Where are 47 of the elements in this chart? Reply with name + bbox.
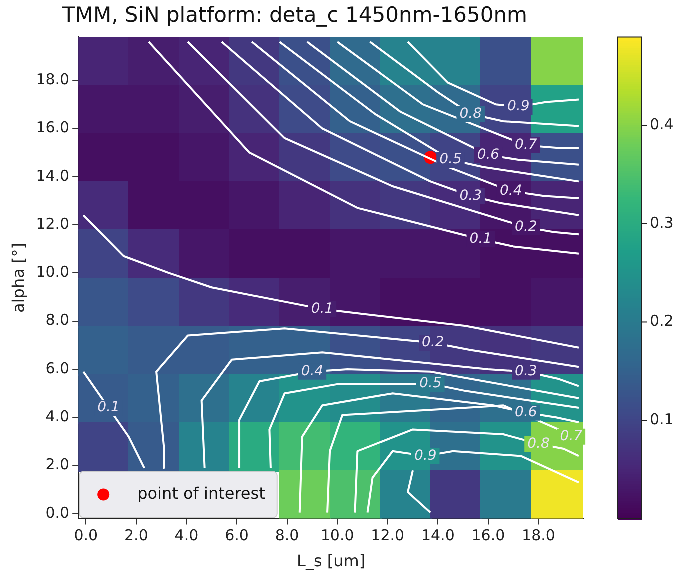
y-tick-label: 16.0 [36, 118, 70, 137]
annotation: 0.6 [515, 404, 538, 420]
annotation: 0.5 [440, 152, 462, 168]
annotation: 0.1 [98, 400, 120, 416]
x-tick-label: 18.0 [522, 526, 556, 545]
x-tick-label: 14.0 [421, 526, 455, 545]
color-bar-label: 0.1 [650, 410, 674, 428]
y-tick-label: 0.0 [46, 504, 70, 522]
y-tick-label: 10.0 [36, 263, 70, 282]
annotation: 0.7 [515, 137, 538, 154]
annotation: 0.8 [528, 436, 550, 452]
annotation: 0.5 [419, 376, 442, 392]
x-tick-label: 12.0 [371, 526, 405, 545]
annotation: 0.7 [560, 428, 583, 445]
color-bar-label: 0.3 [650, 214, 674, 232]
x-tick-label: 8.0 [275, 526, 300, 545]
y-tick-label: 8.0 [46, 311, 70, 330]
y-axis-title: alpha [°] [8, 243, 28, 313]
x-tick-label: 2.0 [124, 526, 148, 545]
color-bar-label: 0.4 [650, 116, 674, 134]
y-tick-label: 6.0 [46, 359, 70, 378]
annotation: 0.6 [477, 146, 500, 163]
legend-label: point of interest [138, 484, 266, 503]
annotation: 0.4 [301, 364, 324, 380]
annotation: 0.4 [500, 182, 522, 199]
annotation: 0.3 [515, 364, 538, 380]
y-tick-label: 2.0 [46, 456, 70, 474]
annotation: 0.9 [507, 98, 530, 115]
annotation: 0.9 [414, 448, 437, 464]
y-tick-label: 12.0 [36, 214, 70, 233]
x-tick-label: 6.0 [225, 526, 249, 545]
x-tick-label: 16.0 [472, 526, 506, 545]
y-tick-label: 18.0 [36, 70, 70, 88]
x-tick-label: 0.0 [74, 526, 98, 545]
color-bar-label: 0.2 [650, 312, 674, 330]
annotation: 0.1 [311, 300, 334, 317]
x-tick-label: 4.0 [174, 526, 199, 545]
annotation: 0.2 [422, 334, 444, 351]
x-tick-label: 10.0 [320, 526, 354, 545]
x-axis-title: L_s [um] [297, 552, 366, 571]
annotation: 0.2 [515, 219, 538, 236]
annotation: 0.3 [460, 188, 482, 204]
annotation: 0.8 [460, 106, 482, 122]
y-tick-label: 4.0 [46, 408, 70, 426]
annotation: 0.1 [470, 231, 492, 248]
y-tick-label: 14.0 [36, 166, 70, 185]
chart-title: TMM, SiN platform: deta_c 1450nm-1650nm [61, 3, 528, 28]
